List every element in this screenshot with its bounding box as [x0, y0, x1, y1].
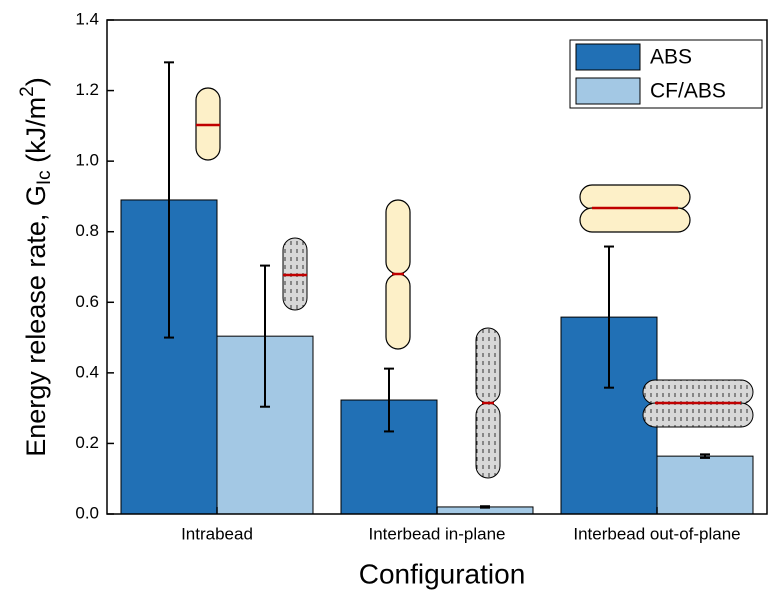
y-axis-label-part: Energy release rate, G	[21, 185, 51, 457]
x-tick-label: Interbead in-plane	[368, 524, 505, 543]
y-axis-label-part: (kJ/m	[21, 97, 51, 171]
y-axis-label-part: )	[21, 77, 51, 86]
y-tick-label: 0.6	[75, 292, 99, 311]
icon	[579, 184, 691, 210]
y-axis-label-part: Ic	[34, 170, 55, 185]
icon	[642, 379, 754, 405]
y-tick-label: 0.2	[75, 433, 99, 452]
y-tick-label: 0.4	[75, 362, 99, 381]
y-tick-label: 0.8	[75, 221, 99, 240]
icon	[385, 199, 411, 275]
y-axis-label-part: 2	[17, 86, 38, 97]
y-axis-label: Energy release rate, GIc (kJ/m2)	[17, 77, 55, 457]
icons	[195, 87, 754, 479]
legend-swatch	[575, 77, 641, 105]
x-tick-label: Intrabead	[181, 524, 253, 543]
x-tick-label: Interbead out-of-plane	[573, 524, 740, 543]
y-tick-label: 1.4	[75, 9, 99, 28]
x-axis-label: Configuration	[359, 558, 526, 589]
legend-swatch	[575, 43, 641, 71]
icon	[475, 402, 501, 479]
icon	[475, 327, 501, 404]
y-tick-label: 0.0	[75, 503, 99, 522]
bar	[656, 455, 754, 515]
y-tick-label: 1.0	[75, 151, 99, 170]
y-tick-label: 1.2	[75, 80, 99, 99]
legend-label: CF/ABS	[650, 80, 726, 103]
icon	[385, 273, 411, 350]
legend-label: ABS	[650, 46, 692, 69]
icon	[642, 402, 754, 428]
icon	[579, 207, 691, 233]
